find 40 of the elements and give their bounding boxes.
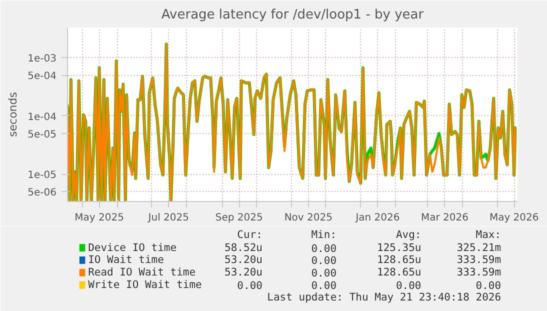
text: 53.20u: [224, 266, 262, 279]
y-tick-label: 5e-04: [28, 71, 57, 82]
text: 333.59m: [456, 266, 502, 279]
text: 0.00: [311, 268, 337, 280]
text: 0.00: [311, 242, 337, 255]
text: Max:: [476, 229, 502, 241]
text: Last update: Thu May 21 23:40:18 2026: [267, 291, 502, 304]
text: 125.35u: [376, 242, 422, 254]
text: Min:: [311, 229, 337, 241]
text: 325.21m: [456, 242, 502, 254]
y-tick-label: 5e-06: [28, 188, 57, 199]
y-tick-label: 1e-03: [28, 54, 57, 65]
text: Avg:: [396, 229, 422, 241]
text: 53.20u: [224, 254, 262, 266]
text: 0.00: [237, 280, 262, 292]
legend-label: Device IO time: [88, 242, 177, 254]
text: 128.65u: [376, 254, 422, 266]
y-tick-label: 1e-04: [28, 112, 57, 123]
text: 0.00: [396, 280, 422, 292]
text: 0.00: [311, 280, 337, 292]
text: 128.65u: [376, 266, 422, 279]
x-tick-label: Mar 2026: [421, 212, 469, 224]
chart-title: Average latency for /dev/loop1 - by year: [161, 8, 424, 22]
x-tick-label: Sep 2025: [215, 212, 263, 224]
y-tick-label: 5e-05: [28, 129, 57, 140]
legend-label: Write IO Wait time: [88, 279, 202, 292]
x-tick-label: May 2025: [74, 212, 124, 224]
text: 58.52u: [224, 242, 262, 254]
x-tick-label: Jul 2025: [147, 212, 189, 224]
legend-label: IO Wait time: [88, 254, 164, 266]
legend-label: Read IO Wait time: [88, 266, 196, 279]
y-tick-label: 1e-05: [28, 170, 57, 182]
x-tick-label: Nov 2025: [284, 212, 332, 224]
x-tick-label: Jan 2026: [354, 212, 400, 224]
text: 333.59m: [456, 254, 502, 266]
y-axis-title: seconds: [6, 92, 20, 137]
text: 0.00: [311, 255, 337, 268]
text: 0.00: [476, 280, 502, 292]
x-tick-label: May 2026: [489, 212, 539, 224]
text: Cur:: [237, 229, 262, 241]
